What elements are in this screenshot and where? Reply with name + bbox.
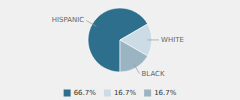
legend-label: 16.7% [114, 89, 137, 97]
slice-label: HISPANIC [52, 16, 85, 24]
slice-labels: HISPANIC WHITE BLACK [52, 16, 184, 77]
chart: HISPANIC WHITE BLACK 66.7% 16.7% 16.7% [0, 0, 240, 100]
leader-line [134, 64, 140, 74]
leader-line [147, 39, 159, 40]
pie-slice [120, 40, 148, 72]
legend-label: 66.7% [74, 89, 97, 97]
legend-swatch [144, 90, 151, 97]
background [0, 0, 240, 100]
legend-swatch [64, 90, 71, 97]
legend-swatch [104, 90, 111, 97]
slice-label: WHITE [161, 36, 184, 44]
leader-line [86, 21, 96, 27]
slice-label: BLACK [142, 70, 165, 78]
legend-label: 16.7% [154, 89, 177, 97]
pie [88, 8, 152, 72]
legend: 66.7% 16.7% 16.7% [64, 89, 177, 97]
